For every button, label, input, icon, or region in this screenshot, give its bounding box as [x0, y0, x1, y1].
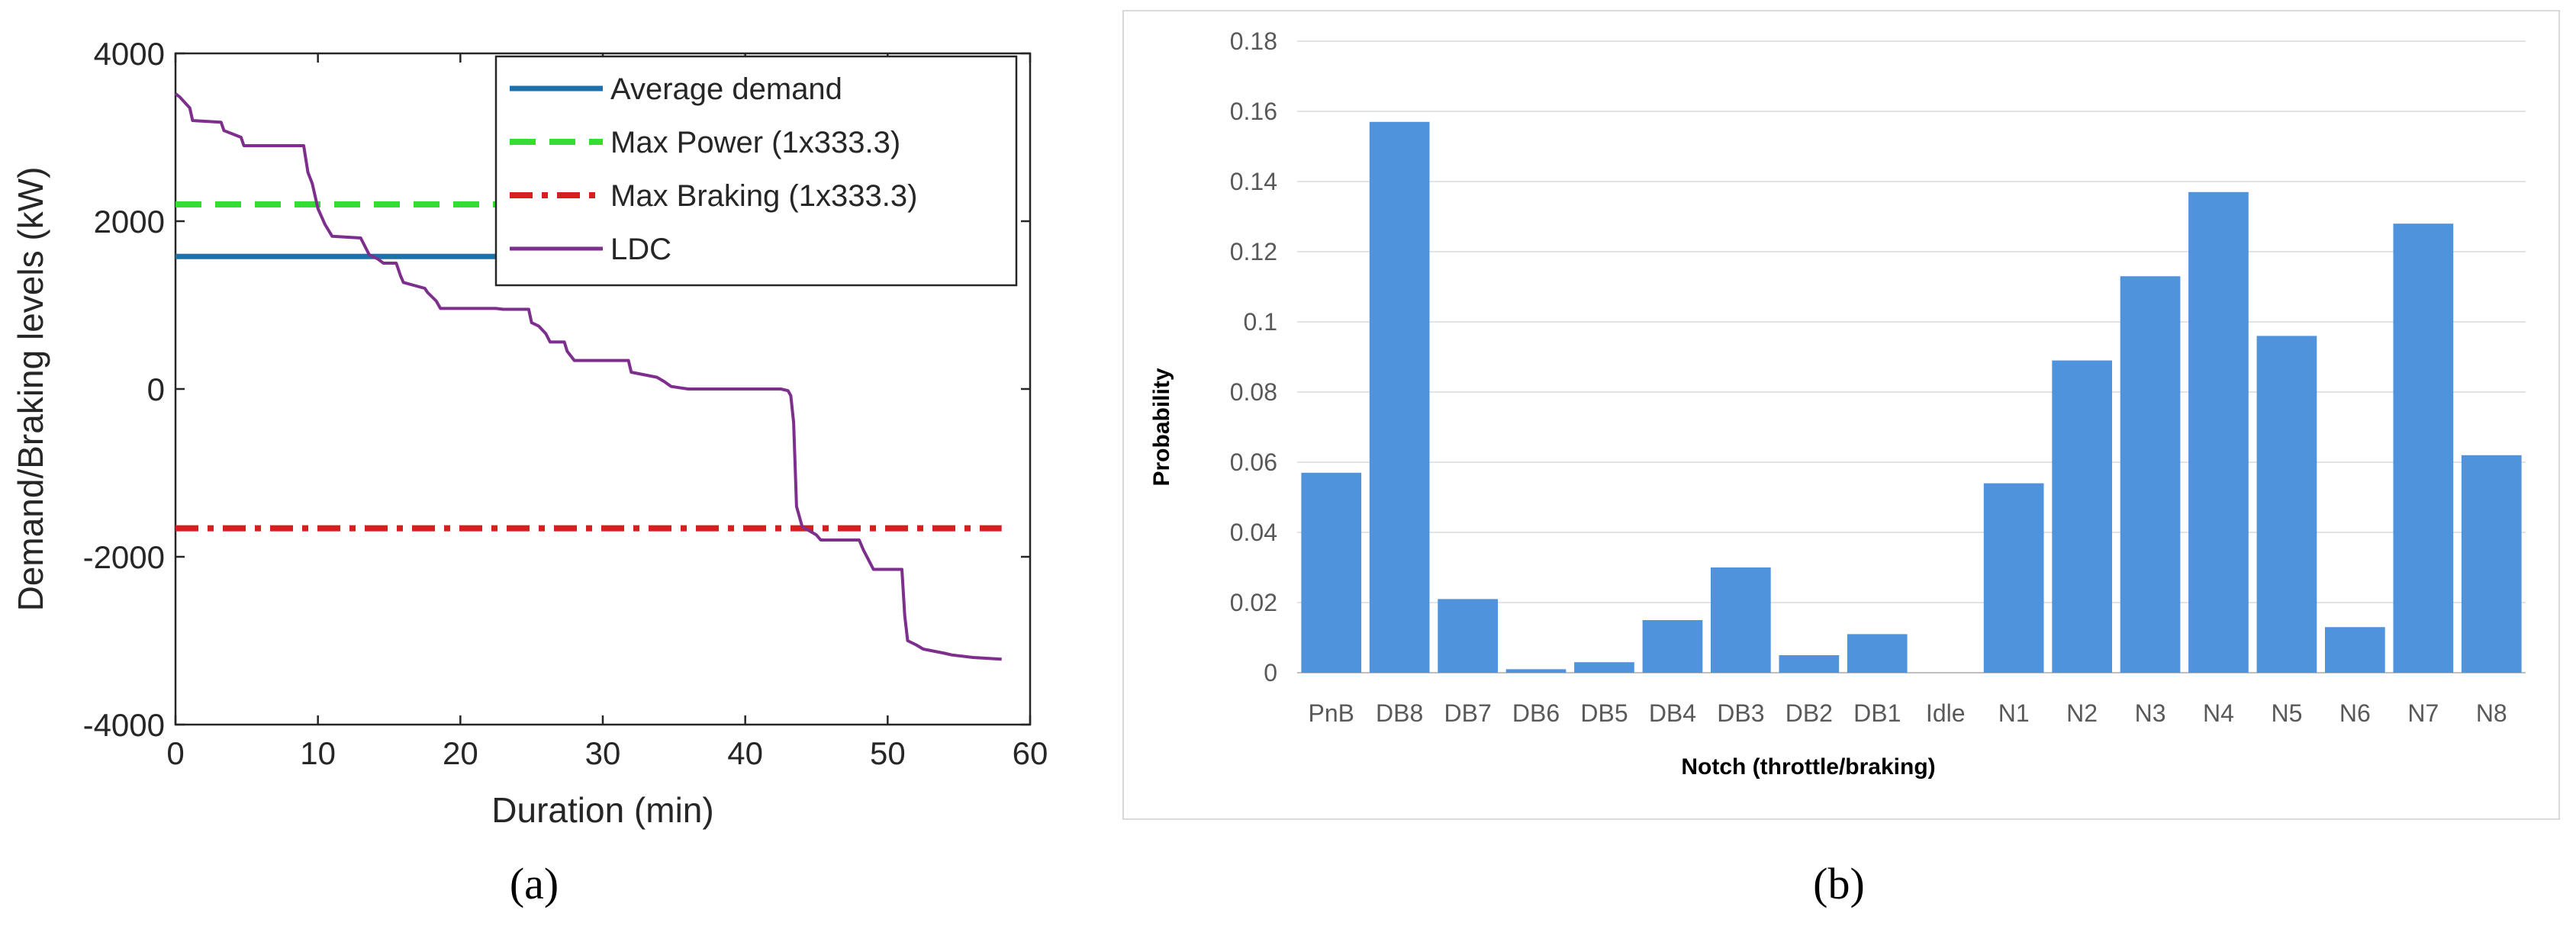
a-y-tick-label: -4000 [83, 707, 165, 743]
a-legend-label: Max Braking (1x333.3) [610, 179, 917, 213]
a-x-tick-label: 40 [727, 735, 763, 771]
b-x-tick-label: N6 [2339, 699, 2371, 727]
panel-a-tick-labels: 0 10 20 30 40 50 60 -4000 -2000 0 2000 4000 [83, 36, 1048, 771]
b-x-tick-label: N5 [2271, 699, 2302, 727]
a-x-tick-label: 60 [1013, 735, 1048, 771]
b-y-tick-label: 0.02 [1230, 589, 1277, 616]
b-bar-db3 [1711, 567, 1771, 673]
a-legend-label: LDC [610, 233, 671, 266]
panel-b-bars [1301, 121, 2522, 673]
b-y-tick-label: 0.16 [1230, 98, 1277, 125]
b-bar-n2 [2052, 360, 2112, 673]
panel-b-x-axis-label: Notch (throttle/braking) [1681, 754, 1935, 780]
b-y-tick-label: 0.14 [1230, 168, 1277, 195]
a-y-tick-label: 0 [147, 371, 165, 407]
b-x-tick-label: DB1 [1853, 699, 1901, 727]
b-bar-n6 [2325, 627, 2385, 673]
panel-a-x-axis-label: Duration (min) [491, 790, 713, 830]
b-y-tick-label: 0.18 [1230, 27, 1277, 55]
b-y-tick-label: 0 [1264, 659, 1277, 686]
a-y-tick-label: 4000 [94, 36, 165, 72]
a-x-tick-label: 30 [585, 735, 621, 771]
b-x-tick-label: N1 [1998, 699, 2030, 727]
b-x-tick-label: DB5 [1580, 699, 1628, 727]
b-x-tick-label: DB4 [1649, 699, 1696, 727]
b-bar-db7 [1438, 599, 1498, 673]
b-y-tick-label: 0.08 [1230, 378, 1277, 406]
b-x-tick-label: DB2 [1785, 699, 1833, 727]
b-bar-pnb [1301, 472, 1362, 673]
a-legend-label: Max Power (1x333.3) [610, 126, 900, 159]
panel-b-frame [1122, 10, 2560, 820]
b-x-tick-label: N7 [2407, 699, 2439, 727]
a-y-tick-label: 2000 [94, 204, 165, 239]
b-x-tick-label: DB6 [1512, 699, 1560, 727]
b-y-tick-label: 0.04 [1230, 519, 1277, 546]
panel-b-caption: (b) [1813, 859, 1865, 908]
b-x-tick-label: N4 [2203, 699, 2234, 727]
b-x-tick-label: DB3 [1717, 699, 1764, 727]
b-x-tick-label: N3 [2135, 699, 2166, 727]
b-bar-db8 [1369, 121, 1430, 673]
b-bar-n4 [2188, 191, 2249, 673]
a-x-tick-label: 0 [166, 735, 184, 771]
a-x-tick-label: 20 [443, 735, 478, 771]
b-bar-db4 [1642, 620, 1703, 673]
panel-b-bar-chart: 0 0.02 0.04 0.06 0.08 0.1 0.12 0.14 0.16 0.18 PnB D… [1122, 10, 2560, 908]
b-x-tick-label: PnB [1308, 699, 1354, 727]
b-bar-db2 [1779, 655, 1840, 673]
b-bar-n5 [2256, 336, 2317, 673]
b-x-tick-label: Idle [1926, 699, 1966, 727]
b-bar-db6 [1505, 669, 1567, 673]
b-x-tick-label: N8 [2476, 699, 2507, 727]
b-bar-n1 [1983, 483, 2044, 673]
b-bar-n7 [2393, 223, 2454, 673]
panel-a-y-axis-label: Demand/Braking levels (kW) [11, 167, 50, 612]
b-x-tick-label: N2 [2066, 699, 2098, 727]
a-x-tick-label: 10 [300, 735, 336, 771]
b-bar-n8 [2461, 455, 2522, 673]
a-x-tick-label: 50 [870, 735, 906, 771]
panel-a-caption: (a) [510, 859, 559, 908]
b-y-tick-label: 0.12 [1230, 238, 1277, 265]
panel-b-tick-labels: 0 0.02 0.04 0.06 0.08 0.1 0.12 0.14 0.16 0.18 PnB D… [1230, 27, 2507, 727]
a-series-ldc [174, 92, 1002, 661]
b-bar-db1 [1847, 634, 1908, 673]
panel-a-line-chart: 0 10 20 30 40 50 60 -4000 -2000 0 2000 4000 Duratio… [11, 36, 1048, 908]
a-legend-label: Average demand [610, 72, 842, 106]
b-bar-db5 [1574, 662, 1634, 673]
b-x-tick-label: DB8 [1376, 699, 1423, 727]
panel-a-legend: Average demand Max Power (1x333.3) Max Bra… [494, 55, 1018, 287]
a-y-tick-label: -2000 [83, 539, 165, 575]
b-x-tick-label: DB7 [1444, 699, 1491, 727]
panel-b-y-axis-label: Probability [1149, 368, 1174, 486]
b-y-tick-label: 0.06 [1230, 448, 1277, 476]
panel-b-gridlines [1297, 40, 2526, 673]
b-bar-n3 [2120, 276, 2181, 673]
b-y-tick-label: 0.1 [1244, 308, 1277, 336]
